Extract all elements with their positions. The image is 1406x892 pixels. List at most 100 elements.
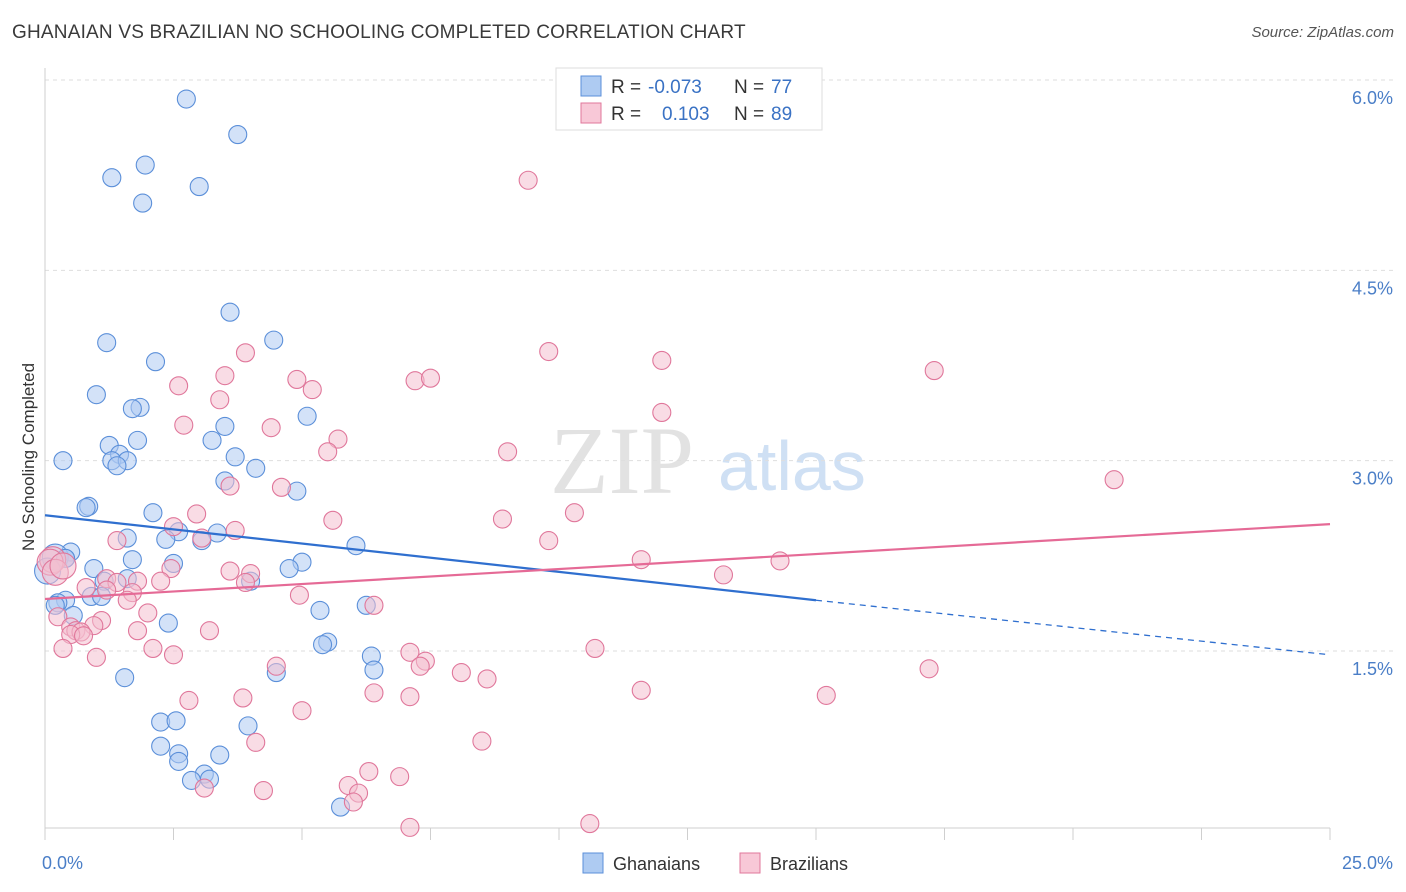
brazilian-point-15 bbox=[328, 429, 348, 449]
ghanaian-point-4 bbox=[189, 177, 209, 197]
legend-n-label-blue: N = bbox=[734, 77, 764, 98]
ghanaian-point-62 bbox=[364, 660, 384, 680]
ghanaian-point-1 bbox=[228, 125, 248, 145]
legend-top: R = -0.073 N = 77 R = 0.103 N = 89 bbox=[555, 67, 823, 131]
ghanaian-point-59 bbox=[313, 635, 333, 655]
ghanaian-point-14 bbox=[215, 416, 235, 436]
brazilian-point-61 bbox=[199, 621, 220, 641]
watermark-atlas: atlas bbox=[718, 427, 866, 505]
brazilian-point-78 bbox=[179, 690, 199, 711]
brazilian-point-19 bbox=[220, 476, 240, 496]
ghanaian-point-15 bbox=[202, 430, 222, 450]
legend-n-label-pink: N = bbox=[734, 104, 764, 125]
brazilian-point-79 bbox=[233, 688, 253, 708]
brazilian-point-14 bbox=[261, 418, 281, 438]
brazilian-point-59 bbox=[74, 626, 94, 646]
ghanaian-point-6 bbox=[220, 302, 240, 322]
brazilian-point-75 bbox=[631, 680, 651, 700]
ghanaian-point-22 bbox=[107, 456, 127, 476]
ghanaian-trend-extension bbox=[815, 599, 1331, 656]
brazilian-point-6 bbox=[287, 369, 307, 390]
brazilian-point-17 bbox=[498, 442, 518, 462]
ghanaian-point-5 bbox=[133, 193, 153, 213]
ghanaian-point-67 bbox=[151, 736, 171, 756]
ghanaian-point-9 bbox=[145, 352, 166, 372]
ghanaian-point-10 bbox=[86, 385, 106, 405]
brazilian-point-82 bbox=[246, 732, 266, 752]
legend-bottom-ghanaians: Ghanaians bbox=[613, 854, 700, 874]
brazilian-point-73 bbox=[477, 669, 497, 689]
legend-swatch-blue bbox=[580, 75, 602, 97]
brazilian-point-81 bbox=[472, 731, 492, 751]
brazilian-point-28 bbox=[107, 531, 127, 551]
brazilian-point-86 bbox=[194, 778, 214, 798]
brazilian-point-8 bbox=[420, 368, 441, 388]
brazilian-point-33 bbox=[49, 552, 77, 580]
legend-bottom: Ghanaians Brazilians bbox=[582, 852, 848, 874]
legend-r-label-pink: R = bbox=[611, 104, 641, 125]
brazilian-point-74 bbox=[364, 683, 384, 703]
brazilian-point-24 bbox=[323, 510, 343, 530]
ghanaian-point-16 bbox=[127, 430, 148, 450]
legend-r-value-pink: 0.103 bbox=[662, 104, 710, 125]
brazilian-point-77 bbox=[816, 685, 836, 705]
ghanaian-point-28 bbox=[76, 498, 96, 518]
legend-bottom-swatch-blue bbox=[582, 852, 604, 874]
trend-lines bbox=[44, 514, 1331, 656]
ghanaian-point-57 bbox=[158, 613, 178, 633]
brazilian-point-25 bbox=[163, 517, 184, 537]
brazilian-point-89 bbox=[343, 792, 363, 812]
legend-bottom-brazilians: Brazilians bbox=[770, 854, 848, 874]
brazilian-point-9 bbox=[169, 376, 189, 396]
brazilian-point-91 bbox=[400, 817, 420, 837]
brazilian-point-35 bbox=[220, 561, 240, 581]
ghanaian-point-44 bbox=[84, 558, 104, 579]
ghanaian-point-66 bbox=[238, 716, 258, 736]
y-tick-label-0: 1.5% bbox=[1352, 659, 1393, 679]
ghanaian-point-0 bbox=[176, 89, 196, 109]
legend-swatch-pink bbox=[580, 102, 602, 124]
ghanaian-point-2 bbox=[135, 155, 155, 175]
brazilian-point-70 bbox=[266, 656, 286, 676]
brazilian-point-42 bbox=[151, 571, 171, 591]
brazilian-point-63 bbox=[53, 638, 73, 659]
ghanaian-trend-line bbox=[44, 514, 817, 602]
brazilian-point-90 bbox=[580, 814, 600, 834]
brazilian-point-34 bbox=[161, 558, 181, 579]
brazilian-point-0 bbox=[518, 170, 538, 190]
brazilian-point-5 bbox=[215, 366, 235, 386]
tick-labels: 1.5% 3.0% 4.5% 6.0% 0.0% 25.0% bbox=[42, 88, 1393, 873]
brazilian-point-80 bbox=[292, 701, 312, 721]
brazilian-point-69 bbox=[410, 656, 430, 676]
brazilian-point-39 bbox=[713, 565, 734, 585]
brazilian-point-83 bbox=[359, 761, 379, 782]
legend-n-value-pink: 89 bbox=[771, 104, 792, 125]
brazilian-point-84 bbox=[390, 767, 410, 787]
ghanaian-point-13 bbox=[297, 406, 317, 426]
ghanaian-point-24 bbox=[246, 458, 266, 478]
brazilian-point-48 bbox=[289, 585, 309, 605]
brazilian-point-23 bbox=[492, 509, 513, 529]
brazilian-point-37 bbox=[631, 550, 651, 570]
brazilian-point-13 bbox=[174, 415, 194, 435]
brazilian-point-38 bbox=[770, 551, 790, 571]
ghanaian-point-70 bbox=[169, 751, 189, 771]
legend-bottom-swatch-pink bbox=[739, 852, 761, 874]
brazilian-point-1 bbox=[235, 343, 256, 363]
ghanaian-point-40 bbox=[122, 550, 142, 570]
ghanaian-point-7 bbox=[264, 330, 284, 350]
source-label: Source: ZipAtlas.com bbox=[1251, 24, 1394, 41]
ghanaian-point-19 bbox=[225, 447, 245, 467]
brazilian-point-16 bbox=[318, 442, 338, 462]
brazilian-trend-line bbox=[44, 523, 1331, 601]
brazilian-point-29 bbox=[539, 531, 559, 551]
y-axis-label: No Schooling Completed bbox=[19, 363, 38, 551]
chart-title: GHANAIAN VS BRAZILIAN NO SCHOOLING COMPL… bbox=[12, 22, 746, 43]
brazilian-point-60 bbox=[127, 621, 148, 641]
brazilians-points bbox=[36, 170, 1124, 837]
brazilian-point-21 bbox=[564, 503, 584, 523]
ghanaian-point-43 bbox=[279, 558, 299, 579]
ghanaian-point-23 bbox=[53, 451, 73, 471]
brazilian-point-64 bbox=[163, 645, 184, 665]
